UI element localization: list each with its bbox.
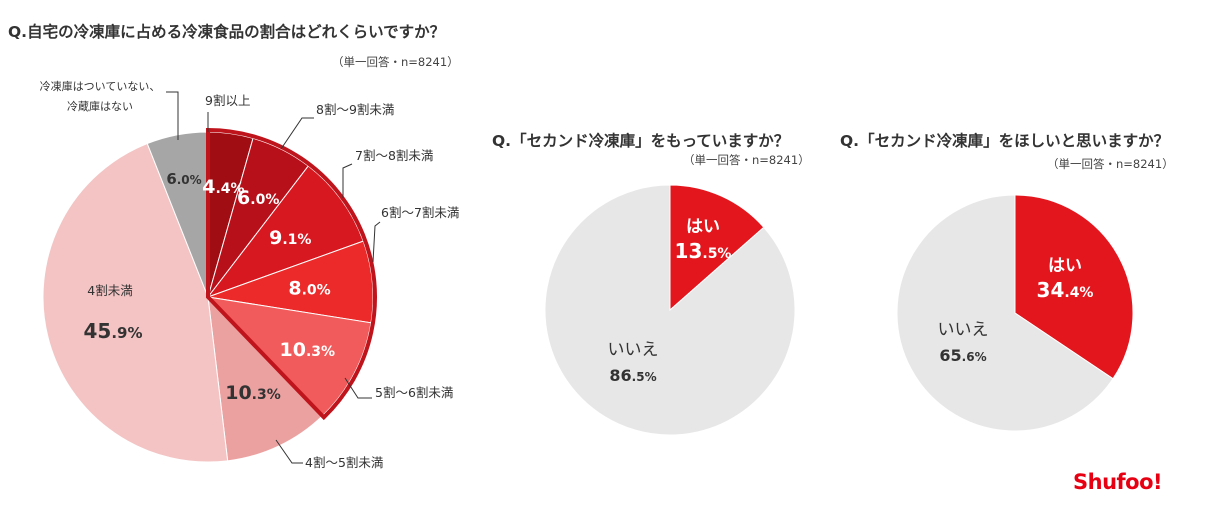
value-label: 45.9% xyxy=(83,319,142,343)
category-label: いいえ xyxy=(608,340,659,360)
value-label: 86.5% xyxy=(609,366,656,385)
pie-slice xyxy=(42,142,229,463)
chart1-title: Q.自宅の冷凍庫に占める冷凍食品の割合はどれくらいですか？ xyxy=(8,23,446,41)
value-label: 65.6% xyxy=(939,346,986,365)
pie-slice xyxy=(206,296,372,417)
value-label: 9.1% xyxy=(269,227,311,249)
pie-slice xyxy=(207,295,324,462)
leader-line xyxy=(342,163,353,198)
value-label: 13.5% xyxy=(675,239,732,263)
pie-slice xyxy=(206,165,364,299)
leader-line xyxy=(275,439,303,464)
category-label: 4割～5割未満 xyxy=(305,455,383,470)
value-label: 10.3% xyxy=(280,339,336,361)
leader-line xyxy=(344,377,372,399)
pie-slice xyxy=(669,184,765,312)
category-label: 4割未満 xyxy=(87,283,132,298)
chart3-sample-note: （単一回答・n=8241） xyxy=(1047,157,1174,171)
category-label: 冷凍庫はついていない、冷蔵庫はない xyxy=(40,79,161,113)
category-label: 6割～7割未満 xyxy=(381,205,459,220)
category-label: 7割～8割未満 xyxy=(355,148,433,163)
pie-slice xyxy=(896,194,1114,432)
chart1-sample-note: （単一回答・n=8241） xyxy=(332,55,459,69)
value-label: 8.0% xyxy=(288,277,330,299)
category-label: 8割～9割未満 xyxy=(316,102,394,117)
value-label: 6.0% xyxy=(166,170,201,188)
pie-slice xyxy=(1014,194,1134,380)
value-label: 34.4% xyxy=(1037,278,1094,302)
chart2-title: Q.「セカンド冷凍庫」をもっていますか？ xyxy=(492,132,790,150)
leader-line xyxy=(280,117,314,150)
leader-line xyxy=(166,91,179,140)
chart2-sample-note: （単一回答・n=8241） xyxy=(683,153,810,167)
category-label: はい xyxy=(1048,256,1082,276)
chart3-title: Q.「セカンド冷凍庫」をほしいと思いますか？ xyxy=(840,132,1170,150)
highlight-outline xyxy=(206,127,377,421)
category-label: いいえ xyxy=(938,320,989,340)
pie-slice xyxy=(544,184,796,436)
shufoo-logo: Shufoo! xyxy=(1073,470,1163,494)
category-label: 9割以上 xyxy=(205,93,250,108)
category-label: 5割～6割未満 xyxy=(375,385,453,400)
value-label: 4.4% xyxy=(202,176,244,198)
leader-line xyxy=(372,221,381,263)
value-label: 6.0% xyxy=(237,187,279,209)
freezer-share-pie: 4.4%6.0% 9.1% 8.0% 10.3% 10.3% 45.9% 6.0% 9割以上 8… xyxy=(40,79,460,470)
category-label: はい xyxy=(686,217,720,237)
value-label: 10.3% xyxy=(225,382,281,404)
